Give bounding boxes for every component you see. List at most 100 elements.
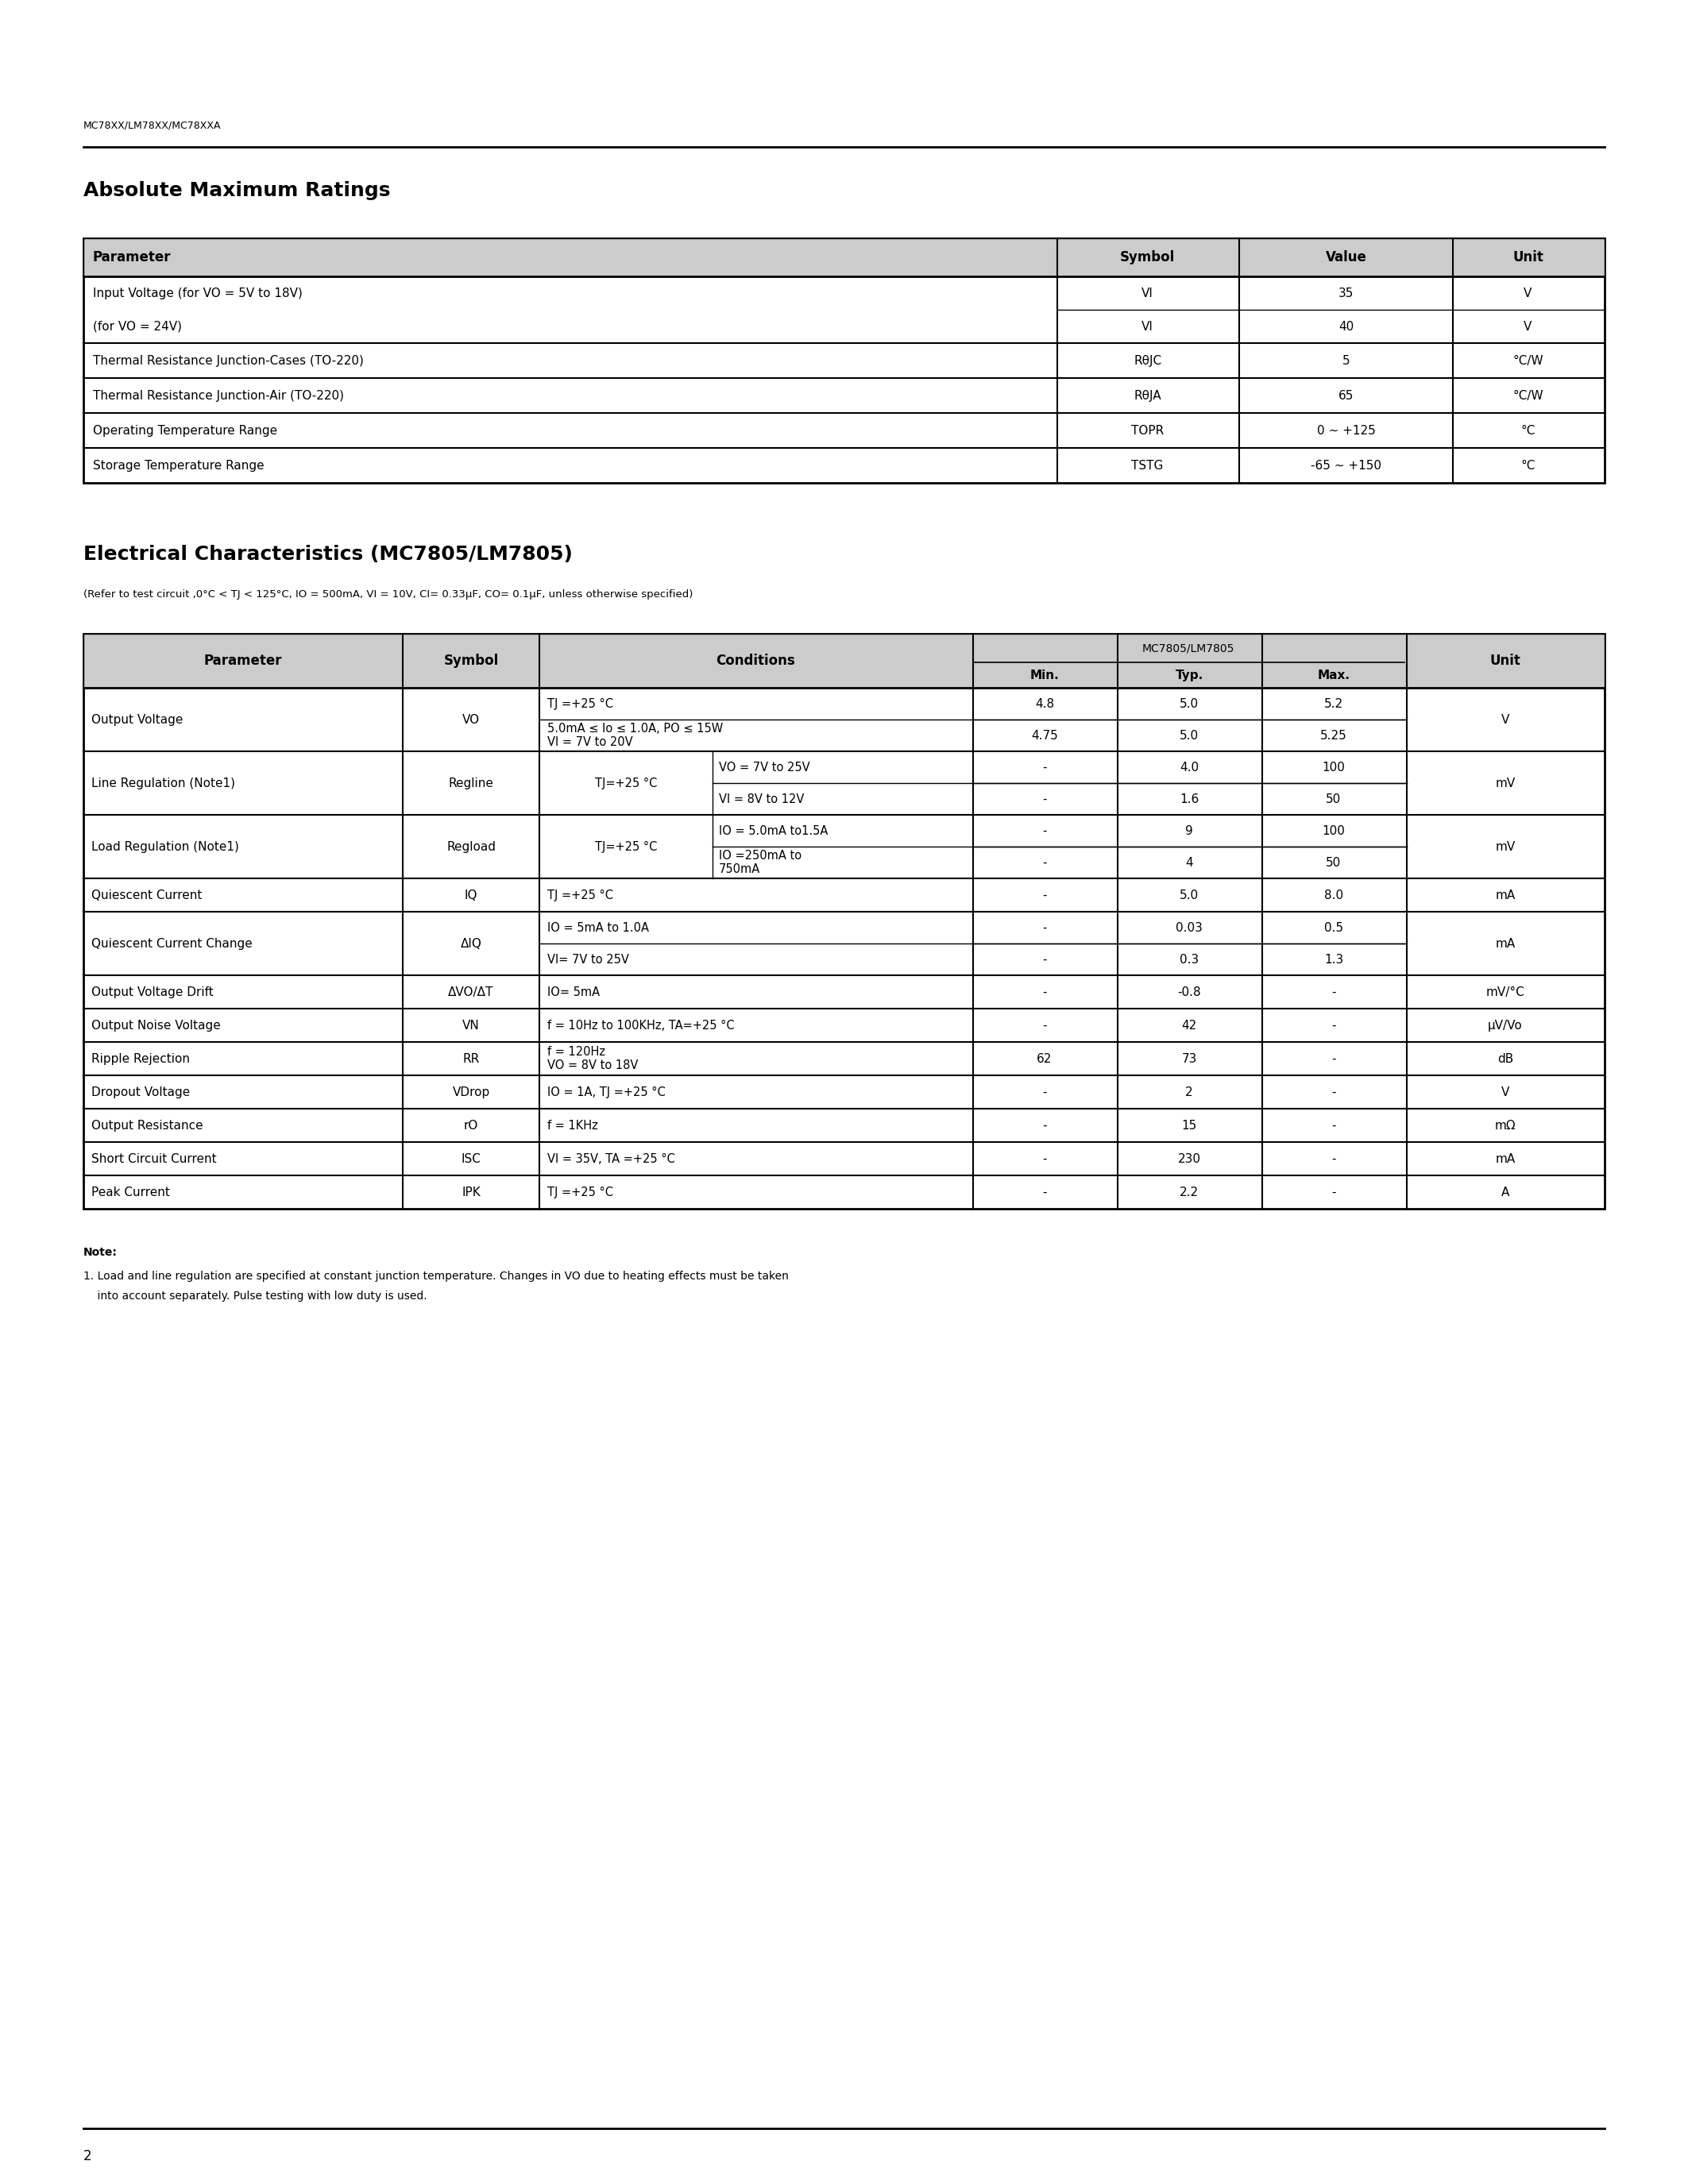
Text: Symbol: Symbol — [444, 653, 498, 668]
Text: RR: RR — [463, 1053, 479, 1064]
Text: Storage Temperature Range: Storage Temperature Range — [93, 459, 265, 472]
Text: °C: °C — [1521, 459, 1536, 472]
Text: IQ: IQ — [464, 889, 478, 902]
Text: mA: mA — [1496, 889, 1516, 902]
Text: VI = 8V to 12V: VI = 8V to 12V — [719, 793, 803, 806]
Text: Electrical Characteristics (MC7805/LM7805): Electrical Characteristics (MC7805/LM780… — [83, 544, 572, 563]
Text: 50: 50 — [1327, 793, 1342, 806]
Text: -: - — [1043, 922, 1047, 933]
Text: 4.75: 4.75 — [1031, 729, 1058, 740]
Text: 2: 2 — [1185, 1085, 1193, 1099]
Text: 5.2: 5.2 — [1323, 697, 1344, 710]
Text: Thermal Resistance Junction-Air (TO-220): Thermal Resistance Junction-Air (TO-220) — [93, 389, 344, 402]
Text: IPK: IPK — [461, 1186, 481, 1199]
Text: f = 10Hz to 100KHz, TA=+25 °C: f = 10Hz to 100KHz, TA=+25 °C — [547, 1020, 734, 1031]
Text: Note:: Note: — [83, 1247, 118, 1258]
Text: -: - — [1332, 985, 1335, 998]
Text: Short Circuit Current: Short Circuit Current — [91, 1153, 216, 1164]
Text: V: V — [1524, 321, 1533, 332]
Text: Typ.: Typ. — [1175, 668, 1204, 681]
Text: mV: mV — [1496, 841, 1516, 852]
Text: VI = 35V, TA =+25 °C: VI = 35V, TA =+25 °C — [547, 1153, 675, 1164]
Text: IO= 5mA: IO= 5mA — [547, 985, 599, 998]
Text: VO = 7V to 25V: VO = 7V to 25V — [719, 762, 810, 773]
Text: 5.0: 5.0 — [1180, 697, 1198, 710]
Text: -: - — [1043, 856, 1047, 869]
Text: Dropout Voltage: Dropout Voltage — [91, 1085, 191, 1099]
Text: Value: Value — [1325, 251, 1367, 264]
Text: IO = 1A, TJ =+25 °C: IO = 1A, TJ =+25 °C — [547, 1085, 665, 1099]
Text: °C/W: °C/W — [1512, 354, 1543, 367]
Text: Input Voltage (for VO = 5V to 18V): Input Voltage (for VO = 5V to 18V) — [93, 286, 302, 299]
Text: TSTG: TSTG — [1131, 459, 1163, 472]
Text: 1. Load and line regulation are specified at constant junction temperature. Chan: 1. Load and line regulation are specifie… — [83, 1271, 788, 1282]
Text: 50: 50 — [1327, 856, 1342, 869]
Text: ΔIQ: ΔIQ — [461, 937, 481, 950]
Text: 0.03: 0.03 — [1175, 922, 1202, 933]
Text: TJ =+25 °C: TJ =+25 °C — [547, 697, 613, 710]
Text: -0.8: -0.8 — [1178, 985, 1200, 998]
Text: 2.2: 2.2 — [1180, 1186, 1198, 1199]
Text: -: - — [1332, 1153, 1335, 1164]
Text: -: - — [1043, 985, 1047, 998]
Text: 4: 4 — [1185, 856, 1193, 869]
Text: into account separately. Pulse testing with low duty is used.: into account separately. Pulse testing w… — [83, 1291, 427, 1302]
Text: -: - — [1332, 1186, 1335, 1199]
Text: 4.0: 4.0 — [1180, 762, 1198, 773]
Bar — [83, 633, 1605, 688]
Text: mV: mV — [1496, 778, 1516, 788]
Text: 1.3: 1.3 — [1323, 954, 1344, 965]
Text: Max.: Max. — [1317, 668, 1350, 681]
Text: IO = 5.0mA to1.5A: IO = 5.0mA to1.5A — [719, 826, 829, 836]
Text: -: - — [1043, 1186, 1047, 1199]
Text: IO = 5mA to 1.0A: IO = 5mA to 1.0A — [547, 922, 648, 933]
Text: -: - — [1043, 826, 1047, 836]
Text: Line Regulation (Note1): Line Regulation (Note1) — [91, 778, 235, 788]
Text: 9: 9 — [1185, 826, 1193, 836]
Text: 40: 40 — [1339, 321, 1354, 332]
Text: Output Noise Voltage: Output Noise Voltage — [91, 1020, 221, 1031]
Text: TJ =+25 °C: TJ =+25 °C — [547, 1186, 613, 1199]
Text: (for VO = 24V): (for VO = 24V) — [93, 321, 182, 332]
Text: Regline: Regline — [449, 778, 493, 788]
Text: Conditions: Conditions — [716, 653, 795, 668]
Text: μV/Vo: μV/Vo — [1487, 1020, 1523, 1031]
Text: RθJC: RθJC — [1134, 354, 1161, 367]
Text: 2: 2 — [83, 2149, 91, 2164]
Text: mA: mA — [1496, 937, 1516, 950]
Text: 5.0: 5.0 — [1180, 889, 1198, 902]
Text: Min.: Min. — [1030, 668, 1058, 681]
Text: IO =250mA to
750mA: IO =250mA to 750mA — [719, 850, 802, 876]
Text: V: V — [1501, 1085, 1509, 1099]
Text: 0.3: 0.3 — [1180, 954, 1198, 965]
Text: MC78XX/LM78XX/MC78XXA: MC78XX/LM78XX/MC78XXA — [83, 120, 221, 131]
Text: TOPR: TOPR — [1131, 424, 1165, 437]
Text: V: V — [1501, 714, 1509, 725]
Text: Operating Temperature Range: Operating Temperature Range — [93, 424, 277, 437]
Text: -: - — [1043, 1020, 1047, 1031]
Text: 100: 100 — [1322, 826, 1345, 836]
Text: -: - — [1043, 793, 1047, 806]
Text: TJ =+25 °C: TJ =+25 °C — [547, 889, 613, 902]
Text: Absolute Maximum Ratings: Absolute Maximum Ratings — [83, 181, 390, 201]
Text: ISC: ISC — [461, 1153, 481, 1164]
Text: 15: 15 — [1182, 1120, 1197, 1131]
Text: Output Voltage: Output Voltage — [91, 714, 182, 725]
Text: Output Voltage Drift: Output Voltage Drift — [91, 985, 213, 998]
Text: °C: °C — [1521, 424, 1536, 437]
Text: VN: VN — [463, 1020, 479, 1031]
Text: Quiescent Current Change: Quiescent Current Change — [91, 937, 253, 950]
Text: f = 1KHz: f = 1KHz — [547, 1120, 598, 1131]
Bar — [83, 238, 1605, 483]
Text: Symbol: Symbol — [1121, 251, 1175, 264]
Text: 73: 73 — [1182, 1053, 1197, 1064]
Text: VI: VI — [1141, 286, 1153, 299]
Text: Thermal Resistance Junction-Cases (TO-220): Thermal Resistance Junction-Cases (TO-22… — [93, 354, 363, 367]
Text: (Refer to test circuit ,0°C < TJ < 125°C, IO = 500mA, VI = 10V, CI= 0.33μF, CO= : (Refer to test circuit ,0°C < TJ < 125°C… — [83, 590, 694, 598]
Text: -: - — [1332, 1053, 1335, 1064]
Text: -: - — [1332, 1120, 1335, 1131]
Text: -: - — [1043, 889, 1047, 902]
Text: Unit: Unit — [1512, 251, 1543, 264]
Text: °C/W: °C/W — [1512, 389, 1543, 402]
Text: -: - — [1043, 1153, 1047, 1164]
